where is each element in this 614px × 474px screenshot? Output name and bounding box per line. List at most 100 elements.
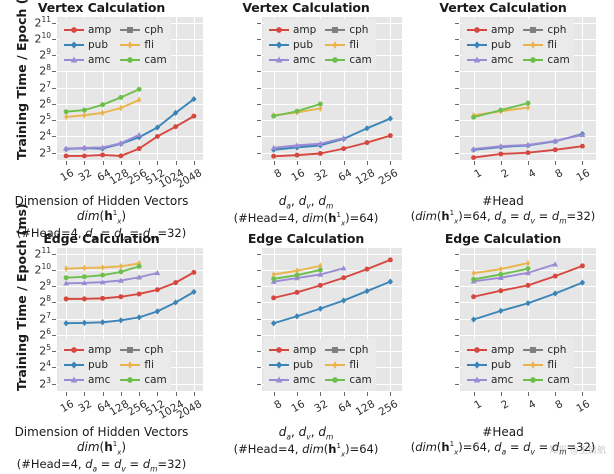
gridline-vertical (157, 248, 159, 391)
x-tick-mark (390, 161, 392, 165)
legend-label: amp (88, 343, 112, 356)
legend-item-pub[interactable]: pub (63, 357, 111, 372)
legend-item-cam[interactable]: cam (522, 52, 570, 67)
data-point-pub (294, 313, 300, 320)
legend: amp cph pub fli amc cam (59, 339, 171, 390)
data-point-amp (317, 282, 323, 288)
legend-item-fli[interactable]: fli (119, 357, 166, 372)
legend-item-amc[interactable]: amc (466, 52, 514, 67)
legend-swatch-pub (467, 360, 487, 369)
data-point-amp (552, 273, 558, 279)
gridline-vertical (500, 17, 502, 160)
data-point-amc (99, 144, 106, 150)
x-axis-subtitle: (#Head=4, da = dv = dm=32) (16, 226, 187, 243)
y-tick-label: 29 (39, 47, 51, 62)
legend-item-fli[interactable]: fli (324, 37, 371, 52)
data-point-cam (63, 275, 69, 281)
legend-item-fli[interactable]: fli (522, 357, 569, 372)
x-tick-mark (367, 392, 368, 396)
y-tick-label: 29 (39, 278, 51, 293)
data-point-amp (294, 152, 300, 158)
legend-item-amp[interactable]: amp (268, 22, 316, 37)
legend-item-cam[interactable]: cam (324, 372, 372, 387)
legend-item-amc[interactable]: amc (466, 372, 514, 387)
legend-label: cam (547, 53, 570, 66)
data-point-fli (64, 113, 68, 121)
legend-item-amp[interactable]: amp (466, 342, 514, 357)
legend-item-cph[interactable]: cph (522, 342, 569, 357)
legend-item-cph[interactable]: cph (119, 22, 166, 37)
x-tick-mark (582, 392, 584, 396)
x-tick-mark (273, 392, 275, 396)
data-point-amc (317, 271, 324, 277)
y-tick-mark (52, 55, 56, 57)
plot-area: amp cph pub fli amc cam (57, 248, 203, 391)
x-tick-mark (555, 392, 557, 396)
data-point-pub (470, 316, 477, 323)
x-tick-mark (193, 161, 195, 165)
legend-label: fli (349, 38, 359, 51)
legend-item-fli[interactable]: fli (522, 37, 569, 52)
legend-item-fli[interactable]: fli (324, 357, 371, 372)
y-axis-title: Training Time / Epoch (ms) (14, 0, 29, 160)
legend-item-cph[interactable]: cph (119, 342, 166, 357)
x-tick-mark (320, 392, 322, 396)
legend-item-amp[interactable]: amp (63, 342, 111, 357)
legend-item-amc[interactable]: amc (268, 372, 316, 387)
legend-item-amc[interactable]: amc (63, 52, 111, 67)
data-point-cam (136, 263, 142, 269)
data-point-amc (99, 279, 106, 285)
y-tick-label: 211 (34, 245, 51, 261)
legend-item-pub[interactable]: pub (268, 37, 316, 52)
legend-item-pub[interactable]: pub (466, 37, 514, 52)
y-tick-mark (455, 87, 459, 89)
legend-swatch-fli (523, 40, 544, 49)
plot-area: amp cph pub fli amc cam (460, 17, 596, 161)
legend-item-cam[interactable]: cam (522, 372, 570, 387)
data-point-amp (191, 269, 197, 275)
data-point-pub (172, 109, 179, 116)
series-line-amc (272, 137, 345, 149)
legend-item-amp[interactable]: amp (268, 342, 316, 357)
data-point-amc (81, 144, 88, 151)
legend-item-pub[interactable]: pub (63, 37, 111, 52)
x-tick-mark (500, 161, 502, 165)
y-tick-mark (257, 38, 261, 40)
legend-item-cph[interactable]: cph (324, 342, 371, 357)
legend-item-cam[interactable]: cam (119, 52, 167, 67)
legend-swatch-amc (64, 56, 84, 63)
legend-item-cph[interactable]: cph (324, 22, 371, 37)
gridline-vertical (66, 248, 68, 391)
legend-item-amc[interactable]: amc (268, 52, 316, 67)
legend-item-amp[interactable]: amp (63, 22, 111, 37)
legend-item-pub[interactable]: pub (466, 357, 514, 372)
legend-item-pub[interactable]: pub (268, 357, 316, 372)
data-point-amc (497, 274, 504, 280)
legend-label: pub (88, 358, 108, 371)
legend-item-fli[interactable]: fli (119, 37, 166, 52)
legend-item-cam[interactable]: cam (119, 372, 167, 387)
y-tick-mark (52, 71, 56, 73)
legend-item-cam[interactable]: cam (324, 52, 372, 67)
data-point-pub (136, 134, 142, 141)
gridline-vertical (273, 248, 275, 391)
x-axis-title: #Head (482, 425, 524, 439)
subplot-vertex-d: Vertex Calculation amp cph pub fli amc cam 8 16 3… (210, 0, 614, 228)
x-tick-mark (297, 161, 298, 165)
legend-item-amc[interactable]: amc (63, 372, 111, 387)
y-tick-mark (52, 367, 56, 369)
legend-item-amp[interactable]: amp (466, 22, 514, 37)
legend-swatch-cam (523, 56, 544, 63)
legend-swatch-amc (269, 376, 289, 383)
data-point-amp (136, 146, 142, 152)
data-point-pub (172, 299, 179, 306)
gridline-horizontal (262, 253, 402, 255)
legend-item-cph[interactable]: cph (522, 22, 569, 37)
gridline-horizontal (57, 87, 203, 89)
gridline-vertical (102, 17, 104, 160)
data-point-cam (317, 267, 323, 273)
series-line-amc (272, 267, 345, 283)
data-point-fli (82, 264, 87, 272)
data-point-amp (364, 140, 370, 146)
x-tick-mark (555, 161, 557, 165)
